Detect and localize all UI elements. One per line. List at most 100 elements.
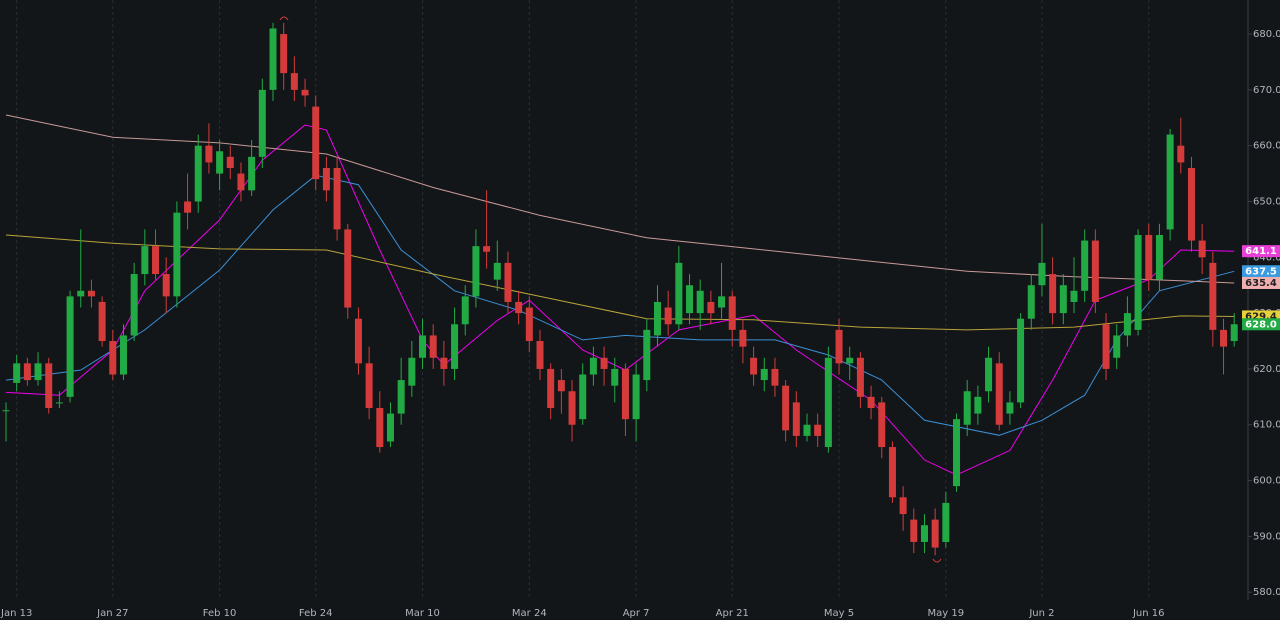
candle-body (910, 519, 918, 542)
candle-body (643, 329, 651, 381)
price-badge-label: 637.5 (1245, 266, 1277, 277)
x-tick-label: Jan 13 (0, 608, 32, 619)
candle-body (953, 419, 961, 487)
candle-body (1166, 134, 1174, 230)
candle-body (760, 368, 768, 381)
price-badge-label: 628.0 (1245, 319, 1277, 330)
candle-body (600, 357, 608, 369)
candle-body (931, 519, 939, 548)
candle-body (152, 246, 160, 275)
price-badge (1242, 245, 1280, 258)
candle-body (835, 329, 843, 364)
candle-body (397, 380, 405, 414)
candle-body (771, 368, 779, 386)
candle-body (162, 274, 170, 297)
candle-body (1102, 324, 1110, 369)
candle-body (34, 363, 42, 381)
candle-body (429, 335, 437, 358)
candle-body (963, 391, 971, 425)
candle-body (1006, 402, 1014, 414)
candle-body (248, 156, 256, 191)
candle-body (365, 363, 373, 408)
candle-body (322, 168, 330, 191)
candle-body (1177, 145, 1185, 163)
candle-body (728, 296, 736, 330)
candle-body (504, 262, 512, 302)
candle-body (814, 424, 822, 436)
candle-body (782, 385, 790, 431)
candle-body (1038, 262, 1046, 286)
candle-body (739, 329, 747, 347)
candle-body (525, 307, 533, 342)
candle-body (55, 402, 63, 404)
candle-body (750, 357, 758, 375)
y-tick-label: 680.0 (1253, 29, 1280, 40)
candle-body (1209, 262, 1217, 330)
candle-body (98, 301, 106, 342)
candle-body (1145, 234, 1153, 280)
candle-body (269, 28, 277, 90)
price-badge-label: 635.4 (1245, 278, 1277, 289)
candle-body (664, 307, 672, 325)
x-tick-label: Jan 27 (96, 608, 128, 619)
candle-body (333, 168, 341, 230)
candle-body (824, 357, 832, 448)
candle-body (205, 145, 213, 163)
candle-body (194, 145, 202, 202)
candle-body (942, 502, 950, 542)
candle-body (87, 290, 95, 297)
candle-body (23, 363, 31, 381)
low-marker (932, 558, 942, 563)
candle-body (579, 374, 587, 420)
candle-body (1081, 240, 1089, 291)
candle-body (119, 335, 127, 375)
y-tick-label: 640.0 (1253, 252, 1280, 263)
candle-body (1091, 240, 1099, 302)
candle-body (354, 318, 362, 364)
x-tick-label: Jun 16 (1132, 608, 1165, 619)
candle-body (1027, 285, 1035, 319)
candle-body (472, 246, 480, 297)
candle-body (376, 408, 384, 448)
moving-average-line (5, 174, 1235, 436)
candle-body (2, 410, 10, 412)
candle-body (621, 368, 629, 420)
candle-body (440, 357, 448, 369)
x-tick-label: Jun 2 (1028, 608, 1054, 619)
x-tick-label: May 5 (824, 608, 854, 619)
candle-body (1187, 168, 1195, 241)
candle-body (1017, 318, 1025, 403)
candle-body (1113, 335, 1121, 358)
price-badge (1242, 318, 1280, 331)
candle-body (1049, 274, 1057, 314)
x-tick-label: Apr 7 (623, 608, 650, 619)
candle-body (237, 173, 245, 191)
moving-average-line (5, 124, 1235, 476)
candle-body (77, 290, 85, 297)
candle-body (290, 73, 298, 90)
candle-body (386, 413, 394, 442)
candle-body (408, 357, 416, 386)
candle-body (718, 296, 726, 308)
candle-body (461, 296, 469, 325)
candle-body (130, 274, 138, 336)
y-tick-label: 600.0 (1253, 476, 1280, 487)
candle-body (589, 357, 597, 375)
candle-body (888, 447, 896, 498)
candle-body (13, 363, 21, 383)
price-badge-label: 629.4 (1245, 311, 1277, 322)
y-tick-label: 610.0 (1253, 420, 1280, 431)
candle-body (515, 301, 523, 314)
candle-body (675, 262, 683, 325)
candle-body (493, 262, 501, 280)
x-tick-label: Feb 10 (203, 608, 237, 619)
candle-body (312, 106, 320, 180)
candle-body (66, 296, 74, 397)
candle-body (483, 246, 491, 252)
price-badge (1242, 265, 1280, 278)
candle-body (45, 363, 53, 408)
y-tick-label: 660.0 (1253, 141, 1280, 152)
x-tick-label: May 19 (928, 608, 965, 619)
